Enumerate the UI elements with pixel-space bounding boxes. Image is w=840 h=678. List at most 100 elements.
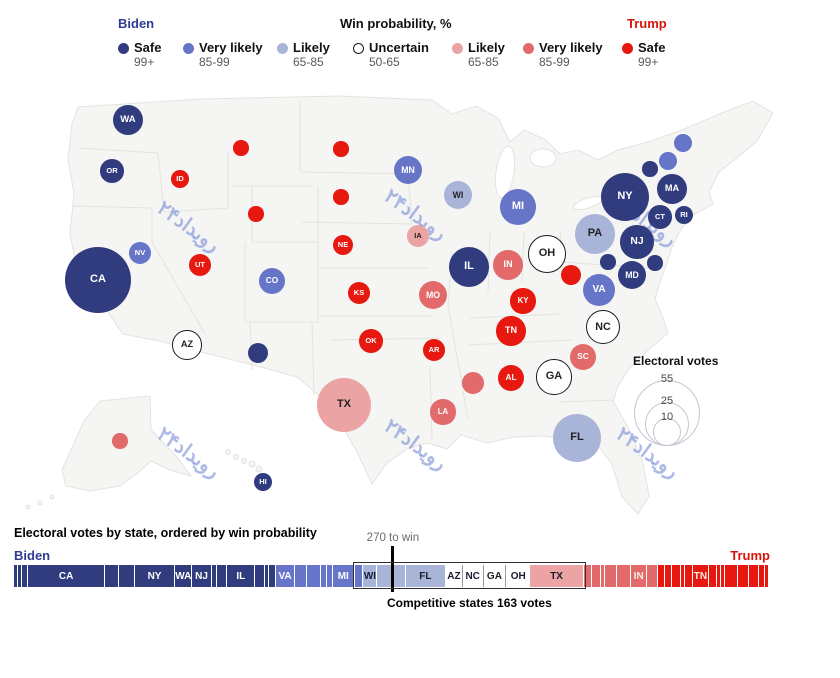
state-circle-OR[interactable]: OR: [100, 159, 124, 183]
state-circle-CT[interactable]: CT: [648, 205, 672, 229]
bar-segment-LA[interactable]: [646, 565, 658, 587]
state-circle-AK[interactable]: [112, 433, 128, 449]
bar-segment-NV[interactable]: [355, 565, 363, 587]
bar-segment-DE[interactable]: [265, 565, 269, 587]
state-circle-IL[interactable]: IL: [449, 247, 489, 287]
state-circle-WI[interactable]: WI: [443, 180, 473, 210]
state-circle-SC[interactable]: SC: [569, 343, 597, 371]
state-circle-NM[interactable]: [248, 343, 268, 363]
bar-segment-AZ[interactable]: AZ: [446, 565, 462, 587]
bar-segment-WA[interactable]: WA: [175, 565, 191, 587]
state-circle-MA[interactable]: MA: [657, 174, 687, 204]
state-circle-NV[interactable]: NV: [129, 242, 151, 264]
state-circle-ME[interactable]: [674, 134, 692, 152]
bar-segment-CT[interactable]: [217, 565, 227, 587]
bar-segment-IN[interactable]: IN: [631, 565, 646, 587]
bar-segment-OK[interactable]: [749, 565, 759, 587]
bar-segment-AR[interactable]: [708, 565, 717, 587]
state-circle-MT[interactable]: [233, 140, 249, 156]
bar-segment-GA[interactable]: GA: [482, 565, 506, 587]
bar-segment-ND[interactable]: [721, 565, 725, 587]
state-circle-CA[interactable]: CA: [64, 246, 131, 313]
state-circle-OH[interactable]: OH: [528, 235, 566, 273]
bar-segment-MN[interactable]: [307, 565, 321, 587]
state-circle-DE[interactable]: [600, 254, 616, 270]
bar-segment-TN[interactable]: TN: [693, 565, 708, 587]
bar-segment-TX[interactable]: TX: [530, 565, 583, 587]
state-circle-NJ[interactable]: NJ: [620, 225, 654, 259]
state-circle-SD[interactable]: [333, 189, 349, 205]
state-circle-KS[interactable]: KS: [348, 282, 370, 304]
state-circle-GA[interactable]: GA: [536, 359, 572, 395]
state-circle-MI[interactable]: MI: [500, 189, 536, 225]
bar-segment-FL[interactable]: FL: [405, 565, 446, 587]
state-circle-MD[interactable]: MD: [617, 260, 647, 290]
bar-segment-AL[interactable]: [725, 565, 738, 587]
bar-segment-NY[interactable]: NY: [134, 565, 175, 587]
bar-segment-HI[interactable]: [22, 565, 28, 587]
state-circle-NC[interactable]: NC: [585, 309, 621, 345]
bar-segment-OR[interactable]: [255, 565, 265, 587]
bar-segment-MD[interactable]: [105, 565, 119, 587]
state-circle-TX[interactable]: TX: [316, 377, 372, 433]
state-circle-MO[interactable]: MO: [418, 280, 448, 310]
bar-segment-NM[interactable]: [269, 565, 276, 587]
bar-segment-CO[interactable]: [294, 565, 307, 587]
bar-segment-ME[interactable]: [326, 565, 332, 587]
bar-segment-UT[interactable]: [684, 565, 693, 587]
state-circle-AL[interactable]: AL: [497, 364, 525, 392]
bar-segment-OH[interactable]: OH: [505, 565, 531, 587]
bar-segment-WV[interactable]: [658, 565, 665, 587]
state-circle-RI[interactable]: RI: [675, 206, 693, 224]
bar-segment-KY[interactable]: [738, 565, 749, 587]
state-circle-MS[interactable]: [462, 372, 484, 394]
state-circle-KY[interactable]: KY: [510, 288, 536, 314]
state-circle-WY[interactable]: [248, 206, 264, 222]
bar-segment-MT[interactable]: [680, 565, 684, 587]
bar-segment-MA[interactable]: [119, 565, 134, 587]
state-circle-NH[interactable]: [659, 152, 677, 170]
bar-segment-NE[interactable]: [665, 565, 672, 587]
state-circle-OK[interactable]: OK: [359, 329, 383, 353]
bar-segment-SD[interactable]: [717, 565, 721, 587]
bar-segment-KS[interactable]: [672, 565, 680, 587]
state-circle-TN[interactable]: TN: [496, 316, 526, 346]
bar-segment-NJ[interactable]: NJ: [192, 565, 211, 587]
bar-segment-ID[interactable]: [759, 565, 764, 587]
state-circle-ID[interactable]: ID: [171, 170, 189, 188]
state-circle-FL[interactable]: FL: [553, 414, 601, 462]
bar-segment-PA[interactable]: [377, 565, 405, 587]
state-circle-NY[interactable]: NY: [601, 173, 649, 221]
state-circle-IA[interactable]: IA: [407, 225, 429, 247]
state-circle-VA[interactable]: VA: [582, 273, 616, 307]
bar-segment-IL[interactable]: IL: [227, 565, 255, 587]
bar-segment-NH[interactable]: [321, 565, 326, 587]
state-circle-DC[interactable]: [647, 255, 663, 271]
bar-segment-RI[interactable]: [211, 565, 217, 587]
state-circle-PA[interactable]: PA: [575, 214, 615, 254]
state-circle-HI[interactable]: HI: [254, 473, 272, 491]
bar-segment-AK[interactable]: [600, 565, 604, 587]
bar-segment-VT[interactable]: [18, 565, 22, 587]
bar-segment-MI[interactable]: MI: [332, 565, 354, 587]
state-circle-IN[interactable]: IN: [493, 250, 523, 280]
bar-segment-WI[interactable]: WI: [363, 565, 377, 587]
state-circle-VT[interactable]: [642, 161, 658, 177]
bar-segment-VA[interactable]: VA: [276, 565, 294, 587]
state-circle-WV[interactable]: [561, 265, 581, 285]
bar-segment-NC[interactable]: NC: [461, 565, 483, 587]
state-circle-ND[interactable]: [333, 141, 349, 157]
bar-segment-MO[interactable]: [617, 565, 631, 587]
bar-segment-MS[interactable]: [592, 565, 600, 587]
bar-segment-DC[interactable]: [14, 565, 18, 587]
state-circle-WA[interactable]: WA: [112, 104, 144, 136]
bar-segment-CA[interactable]: CA: [28, 565, 105, 587]
state-circle-LA[interactable]: LA: [430, 399, 456, 425]
state-circle-UT[interactable]: UT: [189, 254, 211, 276]
state-circle-AR[interactable]: AR: [423, 339, 445, 361]
state-circle-AZ[interactable]: AZ: [172, 330, 202, 360]
state-circle-MN[interactable]: MN: [393, 155, 423, 185]
state-circle-CO[interactable]: CO: [258, 267, 286, 295]
state-circle-NE[interactable]: NE: [333, 235, 353, 255]
bar-segment-SC[interactable]: [604, 565, 617, 587]
